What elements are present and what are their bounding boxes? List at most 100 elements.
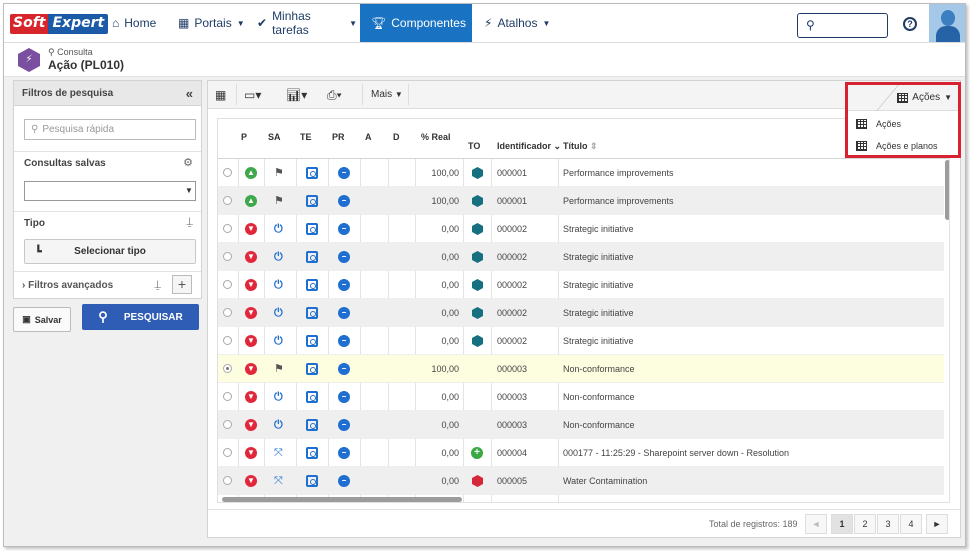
to-teal-hexagon-icon (472, 251, 483, 263)
menu-item-acoes[interactable]: Ações (848, 113, 958, 135)
identificador: 000002 (497, 336, 528, 346)
col-titulo[interactable]: Título ⇕ (563, 141, 598, 152)
titulo: Performance improvements (563, 168, 674, 178)
real-percent: 0,00 (441, 392, 459, 402)
row-radio[interactable] (223, 308, 232, 317)
power-icon: ⏻ (274, 391, 283, 403)
help-icon[interactable]: ? (903, 17, 917, 31)
chart-icon[interactable]: 📊︎▾ (286, 88, 308, 102)
advanced-filters-toggle[interactable]: › Filtros avançados (22, 280, 114, 291)
row-radio[interactable] (223, 392, 232, 401)
col-sa[interactable]: SA (268, 132, 281, 142)
sort-icon: ⇕ (590, 141, 598, 151)
collapse-icon[interactable]: « (185, 85, 193, 101)
mais-menu[interactable]: Mais ▼ (371, 89, 403, 100)
select-tipo-label: Selecionar tipo (74, 246, 146, 257)
titulo: Strategic initiative (563, 252, 634, 262)
table-row[interactable]: ▼ ⏻ − 0,00 000003 Non-conformance (218, 411, 944, 439)
menu-item-acoes-e-planos[interactable]: Ações e planos (848, 135, 958, 157)
table-row[interactable]: ▼ ⏻ − 0,00 000002 Strategic initiative (218, 271, 944, 299)
nav-home[interactable]: ⌂ Home (112, 4, 164, 42)
row-radio[interactable] (223, 364, 232, 373)
row-radio[interactable] (223, 280, 232, 289)
table-row[interactable]: ▼ ⤧ − 0,00 +000004 000177 - 11:25:29 - Sharep… (218, 439, 944, 467)
avatar-body (936, 26, 960, 42)
print-icon[interactable]: ⎙▾ (327, 88, 342, 102)
table-row[interactable]: ▼ ⏻ − 0,00 000003 Non-conformance (218, 383, 944, 411)
tipo-label: Tipo (24, 218, 45, 229)
saved-queries-select[interactable]: ▼ (24, 181, 196, 201)
row-radio[interactable] (223, 476, 232, 485)
user-avatar[interactable] (929, 4, 965, 42)
real-percent: 0,00 (441, 308, 459, 318)
col-real[interactable]: % Real (421, 132, 451, 142)
global-search-input[interactable]: ⚲ (797, 13, 888, 38)
table-row[interactable]: ▼ ⏻ − 0,00 000002 Strategic initiative (218, 215, 944, 243)
filter-panel-header: Filtros de pesquisa « (14, 81, 201, 106)
to-teal-hexagon-icon (472, 307, 483, 319)
row-radio[interactable] (223, 420, 232, 429)
col-p[interactable]: P (241, 132, 248, 142)
table-row[interactable]: ▼ ⏻ − 0,00 000002 Strategic initiative (218, 243, 944, 271)
view-options-icon[interactable]: ▭▾ (244, 88, 262, 102)
search-button[interactable]: ⚲ PESQUISAR (82, 304, 199, 330)
page-2-button[interactable]: 2 (854, 514, 876, 534)
table-row[interactable]: ▲ ⚑ − 100,00 000001 Performance improvements (218, 159, 944, 187)
eraser-icon[interactable]: ⍊ (154, 279, 161, 291)
divider (14, 151, 201, 152)
caret-down-icon: ▼ (470, 18, 479, 28)
nav-atalhos[interactable]: ⚡︎ Atalhos ▼ (484, 4, 550, 42)
select-tipo-button[interactable]: ┗ Selecionar tipo (24, 239, 196, 264)
te-status-icon (306, 251, 318, 263)
grid-view-icon[interactable]: ▦ (215, 88, 227, 102)
col-a[interactable]: A (365, 132, 372, 142)
row-radio[interactable] (223, 336, 232, 345)
page-3-button[interactable]: 3 (877, 514, 899, 534)
titulo: Strategic initiative (563, 224, 634, 234)
col-identificador[interactable]: Identificador ⌄ (497, 141, 561, 152)
table-row[interactable]: ▼ ⏻ − 0,00 000002 Strategic initiative (218, 299, 944, 327)
col-pr[interactable]: PR (332, 132, 345, 142)
col-to[interactable]: TO (468, 141, 481, 151)
next-page-button[interactable]: ► (926, 514, 948, 534)
nav-minhas-tarefas[interactable]: ✔ Minhas tarefas ▼ (257, 4, 357, 42)
quick-search-input[interactable]: ⚲ Pesquisa rápida (24, 119, 196, 140)
table-row[interactable]: ▲ ⚑ − 100,00 000001 Performance improvements (218, 187, 944, 215)
softexpert-logo[interactable]: Soft Expert (10, 14, 109, 34)
tree-icon: ┗ (35, 246, 42, 258)
col-te[interactable]: TE (300, 132, 312, 142)
acoes-dropdown: Ações ▼ Ações Ações e planos (845, 82, 961, 158)
gear-icon[interactable]: ⚙ (183, 157, 193, 169)
acoes-button[interactable]: Ações ▼ (848, 85, 958, 111)
eraser-icon[interactable]: ⍊ (186, 216, 193, 228)
minus-circle-icon: − (338, 223, 350, 235)
table-row[interactable]: ▼ ⚑ − 100,00 000003 Non-conformance (218, 355, 944, 383)
nav-componentes[interactable]: 🏆︎ Componentes ▼ (360, 4, 479, 42)
table-row[interactable]: ▼ ⏻ − 0,00 000002 Strategic initiative (218, 327, 944, 355)
vertical-scrollbar[interactable] (945, 160, 949, 220)
page-1-button[interactable]: 1 (831, 514, 853, 534)
real-percent: 100,00 (431, 168, 459, 178)
col-divider (491, 159, 492, 502)
horizontal-scrollbar[interactable] (222, 497, 462, 502)
priority-down-icon: ▼ (245, 447, 257, 459)
logo-expert: Expert (48, 14, 109, 34)
row-radio[interactable] (223, 448, 232, 457)
save-button[interactable]: ▣ Salvar (13, 307, 71, 332)
row-radio[interactable] (223, 168, 232, 177)
nav-portais[interactable]: ▦ Portais ▼ (178, 4, 245, 42)
page-4-button[interactable]: 4 (900, 514, 922, 534)
prev-page-button[interactable]: ◄ (805, 514, 827, 534)
row-radio[interactable] (223, 196, 232, 205)
real-percent: 100,00 (431, 196, 459, 206)
to-green-cross-icon: + (471, 447, 483, 459)
power-icon: ⏻ (274, 335, 283, 347)
col-d[interactable]: D (393, 132, 400, 142)
to-teal-hexagon-icon (472, 167, 483, 179)
te-status-icon (306, 475, 318, 487)
row-radio[interactable] (223, 224, 232, 233)
add-filter-button[interactable]: + (172, 275, 192, 294)
row-radio[interactable] (223, 252, 232, 261)
minus-circle-icon: − (338, 363, 350, 375)
table-row[interactable]: ▼ ⤧ − 0,00 000005 Water Contamination (218, 467, 944, 495)
